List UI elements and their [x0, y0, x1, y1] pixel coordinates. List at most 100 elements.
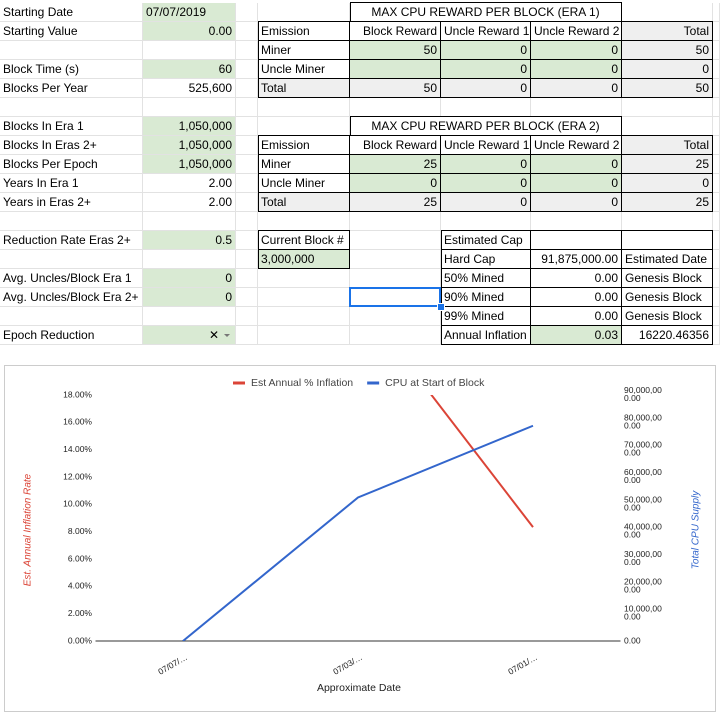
- cell-text: 0: [143, 288, 236, 307]
- cell: [350, 231, 441, 250]
- cell-text: 3,000,000: [258, 250, 350, 269]
- cell-text: 1,050,000: [143, 155, 236, 174]
- y2-tick-label: 20,000,00 0.00: [624, 577, 662, 595]
- y-tick-label: 4.00%: [68, 581, 93, 591]
- cell-text: 0: [531, 193, 622, 212]
- cell-text: 0: [143, 269, 236, 288]
- cell-text: Block Reward: [350, 22, 441, 41]
- y-tick-label: 6.00%: [68, 553, 93, 563]
- y-tick-label: 12.00%: [63, 471, 92, 481]
- cell-text: Block Reward: [350, 136, 441, 155]
- cell: [236, 117, 258, 136]
- cell: [350, 326, 441, 345]
- cell-text: Genesis Block: [622, 307, 713, 326]
- cell-text: 0.00: [531, 307, 622, 326]
- cell-text: 0.03: [531, 326, 622, 345]
- cell-text: 0.00: [531, 288, 622, 307]
- cell-text: 0: [531, 79, 622, 98]
- cell: [143, 212, 236, 231]
- cell: [236, 41, 258, 60]
- y-tick-label: 14.00%: [63, 444, 92, 454]
- cell-text: 90% Mined: [441, 288, 531, 307]
- cell: [0, 41, 143, 60]
- cell: [350, 250, 441, 269]
- cell-text: 50% Mined: [441, 269, 531, 288]
- cell-text: Starting Date: [0, 3, 143, 22]
- cell-text: Genesis Block: [622, 269, 713, 288]
- cell-text: 525,600: [143, 79, 236, 98]
- cell-text: 0: [531, 60, 622, 79]
- y-tick-label: 2.00%: [68, 608, 93, 618]
- cell-text: Hard Cap: [441, 250, 531, 269]
- cell-text: Estimated Date: [622, 250, 713, 269]
- cell-text: Miner: [258, 155, 350, 174]
- cell-text: Uncle Reward 1: [441, 22, 531, 41]
- y2-tick-label: 80,000,00 0.00: [624, 413, 662, 431]
- cell-text: 50: [350, 79, 441, 98]
- cell-text: Avg. Uncles/Block Era 1: [0, 269, 143, 288]
- cell-text: 25: [622, 193, 713, 212]
- cell-text: 99% Mined: [441, 307, 531, 326]
- cell-text: 0: [622, 174, 713, 193]
- cell-text: Current Block #: [258, 231, 350, 250]
- cell-text: Epoch Reduction: [0, 326, 143, 345]
- cell-text: 0: [531, 174, 622, 193]
- cell-text: Starting Value: [0, 22, 143, 41]
- cell-text: Uncle Reward 2: [531, 22, 622, 41]
- y-tick-label: 0.00%: [68, 635, 93, 645]
- cell-text[interactable]: ✕: [143, 326, 236, 345]
- cell: [143, 250, 236, 269]
- y2-tick-label: 70,000,00 0.00: [624, 440, 662, 458]
- cell-text: 60: [143, 60, 236, 79]
- cell-text: 0: [441, 60, 531, 79]
- cell-text: Block Time (s): [0, 60, 143, 79]
- cell: [236, 98, 258, 117]
- cell-text: Total: [622, 136, 713, 155]
- cell: [258, 326, 350, 345]
- cell: [236, 212, 258, 231]
- cell: [236, 250, 258, 269]
- cell-text: Total: [622, 22, 713, 41]
- y-tick-label: 8.00%: [68, 526, 93, 536]
- x-axis-title: Approximate Date: [317, 682, 401, 694]
- cell-text: 0: [441, 79, 531, 98]
- cell: [143, 41, 236, 60]
- y2-tick-label: 30,000,00 0.00: [624, 549, 662, 567]
- cell: [236, 60, 258, 79]
- y-tick-label: 10.00%: [63, 499, 92, 509]
- cell-text: 0.00: [143, 22, 236, 41]
- cell: [350, 307, 441, 326]
- cell: [0, 98, 143, 117]
- cell-text: 07/07/2019: [143, 3, 236, 22]
- cell-text: 0: [441, 174, 531, 193]
- cell: [236, 231, 258, 250]
- cell-text: 50: [622, 41, 713, 60]
- cell-text: 1,050,000: [143, 117, 236, 136]
- cell-text: Years In Era 1: [0, 174, 143, 193]
- cell-text: Annual Inflation: [441, 326, 531, 345]
- cell: [258, 307, 350, 326]
- cell-text: Uncle Miner: [258, 60, 350, 79]
- cell: [143, 98, 236, 117]
- cell-text: Genesis Block: [622, 288, 713, 307]
- cell: [236, 155, 258, 174]
- cell-text: 0.00: [531, 269, 622, 288]
- cell-text: 25: [622, 155, 713, 174]
- y-axis-title: Est. Annual Inflation Rate: [23, 473, 34, 586]
- cell-text: Emission: [258, 136, 350, 155]
- line-series: [430, 395, 534, 528]
- cell-text: Uncle Reward 1: [441, 136, 531, 155]
- cell-text: 0: [441, 41, 531, 60]
- cell-text: Total: [258, 79, 350, 98]
- cell: [236, 288, 258, 307]
- cell-text: Blocks Per Epoch: [0, 155, 143, 174]
- y-tick-label: 16.00%: [63, 417, 92, 427]
- cell: [0, 250, 143, 269]
- cell-text: 0: [441, 193, 531, 212]
- cell-text: 50: [350, 41, 441, 60]
- cell-text: Blocks In Era 1: [0, 117, 143, 136]
- cell-text: Blocks Per Year: [0, 79, 143, 98]
- cell-text: 2.00: [143, 174, 236, 193]
